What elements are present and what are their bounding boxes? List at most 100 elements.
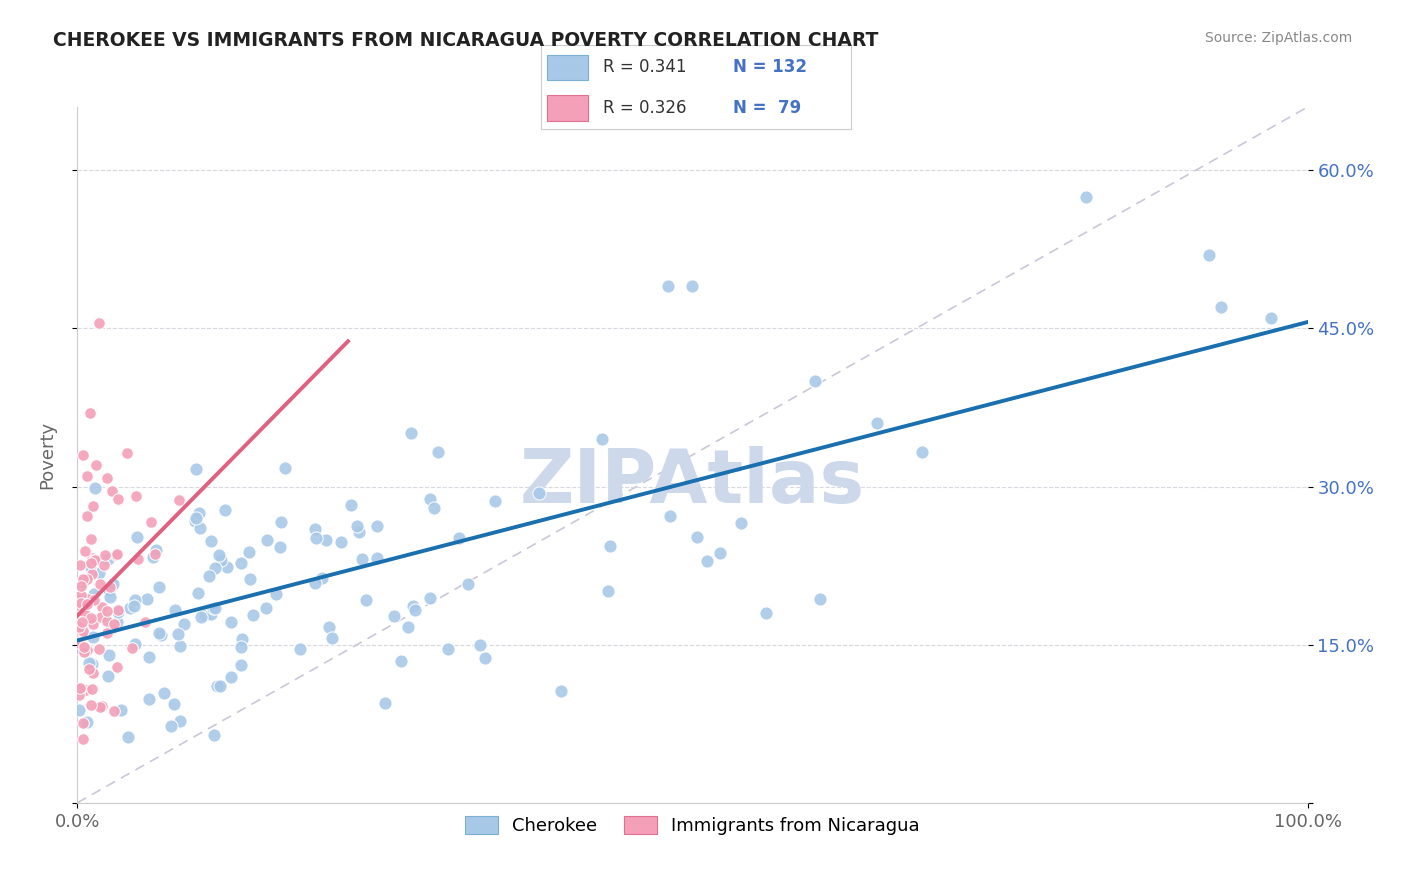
Point xyxy=(90,610,112,624)
Point xyxy=(657,279,679,293)
Point xyxy=(866,417,889,431)
FancyBboxPatch shape xyxy=(547,95,588,120)
Point xyxy=(194,607,217,622)
Y-axis label: Poverty: Poverty xyxy=(38,421,56,489)
Point xyxy=(426,445,449,459)
Point xyxy=(80,567,103,582)
Text: ZIPAtlas: ZIPAtlas xyxy=(520,446,865,519)
Point xyxy=(76,643,98,657)
Point xyxy=(73,597,96,611)
Point xyxy=(231,658,253,673)
Point xyxy=(84,481,107,495)
Point xyxy=(470,638,492,652)
Point xyxy=(165,603,187,617)
Point xyxy=(135,592,157,607)
Point xyxy=(169,640,191,654)
Point xyxy=(366,550,388,565)
Point xyxy=(330,534,353,549)
Point xyxy=(67,703,90,717)
Point xyxy=(105,660,128,674)
Point xyxy=(238,545,260,559)
Point xyxy=(96,604,118,618)
Point xyxy=(67,641,90,656)
Point xyxy=(321,632,343,646)
Point xyxy=(311,571,333,585)
Point xyxy=(184,461,207,475)
Point xyxy=(305,531,328,545)
Point xyxy=(80,681,103,696)
Point xyxy=(117,730,139,744)
Point xyxy=(82,630,104,644)
Point xyxy=(76,508,98,523)
Point xyxy=(659,508,682,523)
Point xyxy=(214,502,236,516)
Point xyxy=(101,621,124,635)
Point xyxy=(527,485,550,500)
Point xyxy=(90,599,112,614)
Point xyxy=(127,552,149,566)
Point xyxy=(264,587,287,601)
Point xyxy=(103,617,125,632)
Point xyxy=(204,561,226,575)
Point xyxy=(89,316,111,330)
Text: N =  79: N = 79 xyxy=(733,99,801,117)
Point xyxy=(76,469,98,483)
Point xyxy=(808,592,831,607)
Point xyxy=(105,548,128,562)
Point xyxy=(98,583,121,598)
Point xyxy=(89,700,111,714)
Point xyxy=(457,577,479,591)
Point xyxy=(77,662,100,676)
Point xyxy=(256,533,278,547)
Point xyxy=(69,558,91,572)
Point xyxy=(205,679,228,693)
Point xyxy=(70,597,93,611)
Point xyxy=(70,600,93,615)
Point xyxy=(93,558,115,573)
Point xyxy=(231,557,253,571)
Point xyxy=(101,484,124,499)
Point xyxy=(148,580,170,594)
Point xyxy=(273,461,295,475)
Point xyxy=(209,552,232,566)
Point xyxy=(70,579,93,593)
Point xyxy=(82,665,104,680)
Point xyxy=(98,590,121,604)
Point xyxy=(97,552,120,566)
Point xyxy=(374,696,396,710)
Point xyxy=(730,516,752,530)
Point xyxy=(396,619,419,633)
Text: Source: ZipAtlas.com: Source: ZipAtlas.com xyxy=(1205,31,1353,45)
Text: R = 0.341: R = 0.341 xyxy=(603,59,686,77)
Point xyxy=(82,499,104,513)
Point xyxy=(96,615,118,629)
Point xyxy=(173,617,195,632)
Point xyxy=(110,703,132,717)
Point xyxy=(70,629,93,643)
Point xyxy=(288,642,311,657)
Point xyxy=(591,432,613,446)
Point xyxy=(200,534,222,549)
Point xyxy=(304,522,326,536)
Point xyxy=(76,572,98,586)
Point xyxy=(159,718,181,732)
Point xyxy=(72,572,94,586)
Point xyxy=(1260,310,1282,325)
Point xyxy=(153,686,176,700)
Point xyxy=(350,552,373,566)
Point xyxy=(120,600,142,615)
FancyBboxPatch shape xyxy=(547,54,588,80)
Point xyxy=(138,692,160,706)
Point xyxy=(107,606,129,620)
Point xyxy=(73,640,96,655)
Point xyxy=(84,458,107,473)
Point xyxy=(149,628,172,642)
Point xyxy=(87,641,110,656)
Point xyxy=(254,601,277,615)
Point xyxy=(97,669,120,683)
Point xyxy=(231,632,253,647)
Point xyxy=(79,558,101,573)
Point xyxy=(204,600,226,615)
Point xyxy=(340,498,363,512)
Text: CHEROKEE VS IMMIGRANTS FROM NICARAGUA POVERTY CORRELATION CHART: CHEROKEE VS IMMIGRANTS FROM NICARAGUA PO… xyxy=(53,31,879,50)
